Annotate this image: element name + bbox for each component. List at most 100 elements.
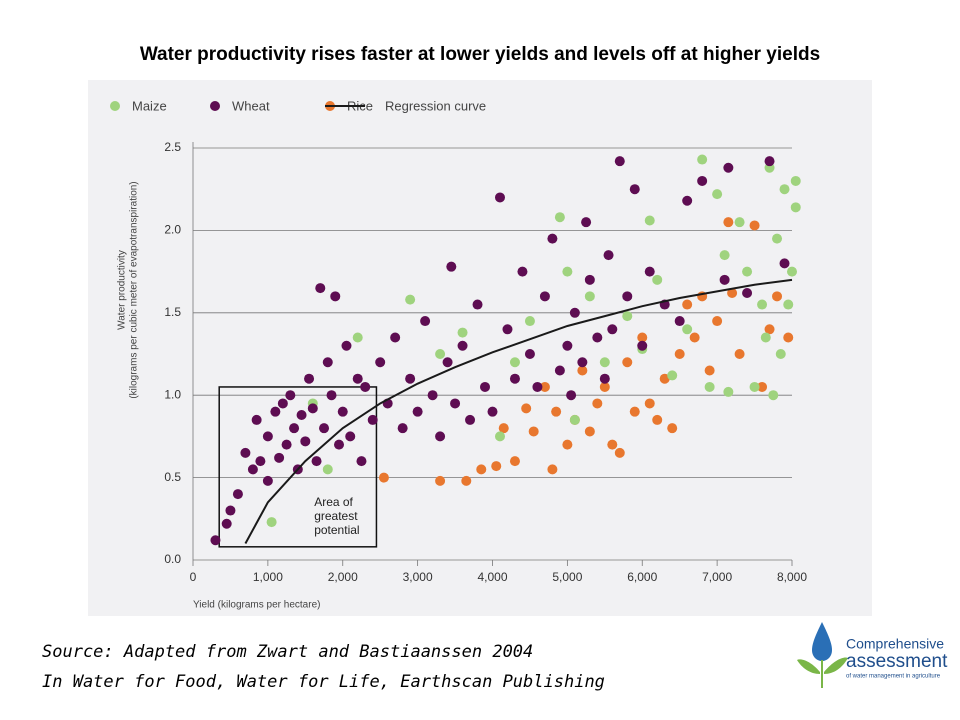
data-point — [742, 288, 753, 299]
data-point — [476, 464, 487, 475]
data-point — [790, 175, 801, 186]
data-point — [562, 266, 573, 277]
data-point — [749, 220, 760, 231]
source-line: Source: Adapted from Zwart and Bastiaans… — [42, 642, 533, 662]
data-point — [637, 332, 648, 343]
data-point — [577, 365, 588, 376]
data-point — [749, 381, 760, 392]
x-tick-label: 1,000 — [253, 570, 283, 584]
data-point — [584, 426, 595, 437]
data-point — [360, 381, 371, 392]
logo: Comprehensive assessment of water manage… — [797, 622, 948, 688]
data-point — [768, 390, 779, 401]
data-point — [607, 324, 618, 335]
data-point — [461, 475, 472, 486]
data-point — [569, 414, 580, 425]
data-point — [457, 340, 468, 351]
data-point — [450, 398, 461, 409]
data-point — [524, 349, 535, 359]
data-point — [390, 332, 401, 343]
source-line: In Water for Food, Water for Life, Earth… — [42, 672, 605, 692]
data-point — [554, 365, 565, 376]
data-point — [352, 332, 363, 343]
data-point — [367, 414, 378, 425]
data-point — [607, 439, 618, 450]
data-point — [603, 250, 614, 261]
data-point — [742, 266, 753, 277]
data-point — [405, 373, 416, 384]
x-axis-label: Yield (kilograms per hectare) — [193, 600, 320, 611]
data-point — [521, 403, 532, 414]
data-point — [577, 357, 588, 368]
data-point — [581, 217, 592, 228]
data-point — [465, 414, 476, 425]
data-point — [277, 398, 288, 409]
data-point — [629, 406, 640, 417]
data-point — [667, 370, 678, 381]
data-point — [494, 431, 505, 442]
data-point — [689, 332, 700, 343]
data-point — [569, 307, 580, 318]
data-point — [554, 212, 565, 223]
data-point — [637, 340, 648, 351]
data-point — [337, 406, 348, 417]
data-point — [712, 316, 723, 327]
data-point — [517, 266, 528, 277]
y-tick-label: 0.0 — [164, 552, 181, 566]
box-label: greatest — [314, 509, 358, 523]
data-point — [285, 390, 296, 401]
data-point — [341, 340, 352, 351]
data-point — [592, 398, 603, 409]
data-point — [599, 357, 610, 368]
data-point — [307, 403, 318, 414]
data-point — [311, 456, 322, 467]
data-point — [644, 398, 655, 409]
data-point — [734, 217, 745, 228]
data-point — [251, 414, 262, 425]
data-point — [682, 195, 693, 206]
x-tick-label: 6,000 — [627, 570, 657, 584]
data-point — [674, 349, 685, 359]
data-point — [674, 316, 685, 327]
y-tick-label: 1.5 — [164, 305, 181, 319]
data-point — [592, 332, 603, 343]
data-point — [427, 390, 438, 401]
data-point — [472, 299, 483, 310]
logo-stem — [821, 660, 823, 688]
data-point — [262, 475, 273, 486]
data-point — [562, 439, 573, 450]
data-point — [622, 291, 633, 302]
data-point — [498, 423, 509, 434]
data-point — [704, 365, 715, 376]
y-axis-label: Water productivity — [117, 250, 128, 330]
data-point — [435, 349, 446, 359]
legend-label: Wheat — [232, 98, 270, 113]
data-point — [330, 291, 341, 302]
data-point — [539, 381, 550, 392]
box-label: potential — [314, 523, 359, 537]
data-point — [487, 406, 498, 417]
plot: 0.0 0.5 1.0 1.5 2.0 2.5 0 1,000 2,000 3,000 4,000 5… — [110, 98, 807, 611]
data-point — [783, 332, 794, 343]
data-point — [772, 233, 783, 244]
data-point — [528, 426, 539, 437]
data-point — [652, 414, 663, 425]
data-point — [225, 505, 236, 516]
data-point — [757, 299, 768, 310]
data-point — [539, 291, 550, 302]
data-point — [532, 381, 543, 392]
data-point — [652, 274, 663, 285]
x-tick-label: 3,000 — [403, 570, 433, 584]
data-point — [584, 291, 595, 302]
y-tick-label: 0.5 — [164, 470, 181, 484]
data-point — [614, 447, 625, 458]
data-point — [334, 439, 345, 450]
data-point — [551, 406, 562, 417]
data-point — [375, 357, 386, 368]
data-point — [494, 192, 505, 203]
data-point — [281, 439, 292, 450]
data-point — [491, 461, 502, 472]
data-point — [315, 283, 326, 294]
data-point — [723, 386, 734, 397]
data-point — [378, 472, 389, 483]
